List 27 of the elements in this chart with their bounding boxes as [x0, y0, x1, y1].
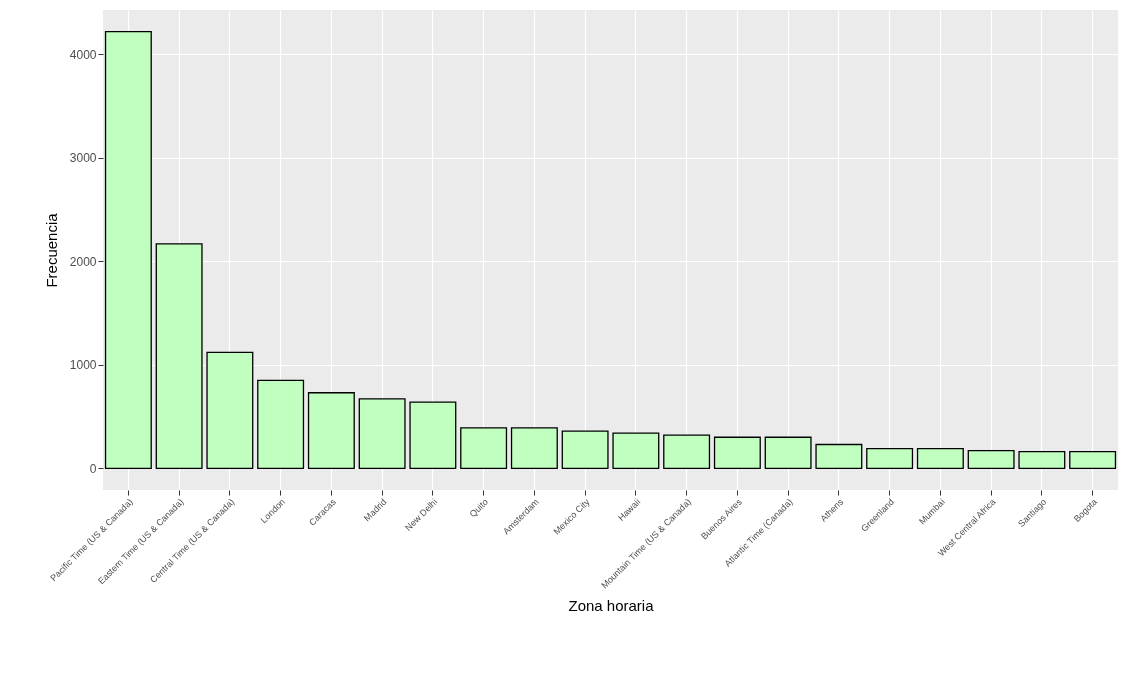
y-tick-label: 2000 — [69, 254, 97, 269]
bar — [1018, 451, 1066, 469]
y-axis-title: Frecuencia — [42, 212, 60, 288]
bar — [612, 432, 660, 469]
y-tick-label: 0 — [89, 461, 97, 476]
bar — [358, 398, 406, 469]
y-tick-label: 3000 — [69, 151, 97, 166]
bar — [1069, 451, 1117, 469]
y-tick-label: 1000 — [69, 358, 97, 373]
bar — [307, 392, 355, 469]
bar — [206, 351, 254, 469]
bar — [155, 243, 203, 469]
bar — [764, 436, 812, 469]
bar — [815, 443, 863, 469]
bar — [967, 450, 1015, 469]
x-axis-title: Zona horaria — [568, 596, 655, 614]
bar — [561, 430, 609, 469]
bar — [713, 436, 761, 469]
bar — [460, 427, 508, 469]
bar — [104, 31, 152, 469]
bar — [866, 447, 914, 469]
bar — [916, 447, 964, 469]
bar — [663, 434, 711, 469]
bar — [257, 379, 305, 469]
bar — [510, 427, 558, 469]
y-tick-label: 4000 — [69, 47, 97, 62]
bar — [409, 401, 457, 469]
